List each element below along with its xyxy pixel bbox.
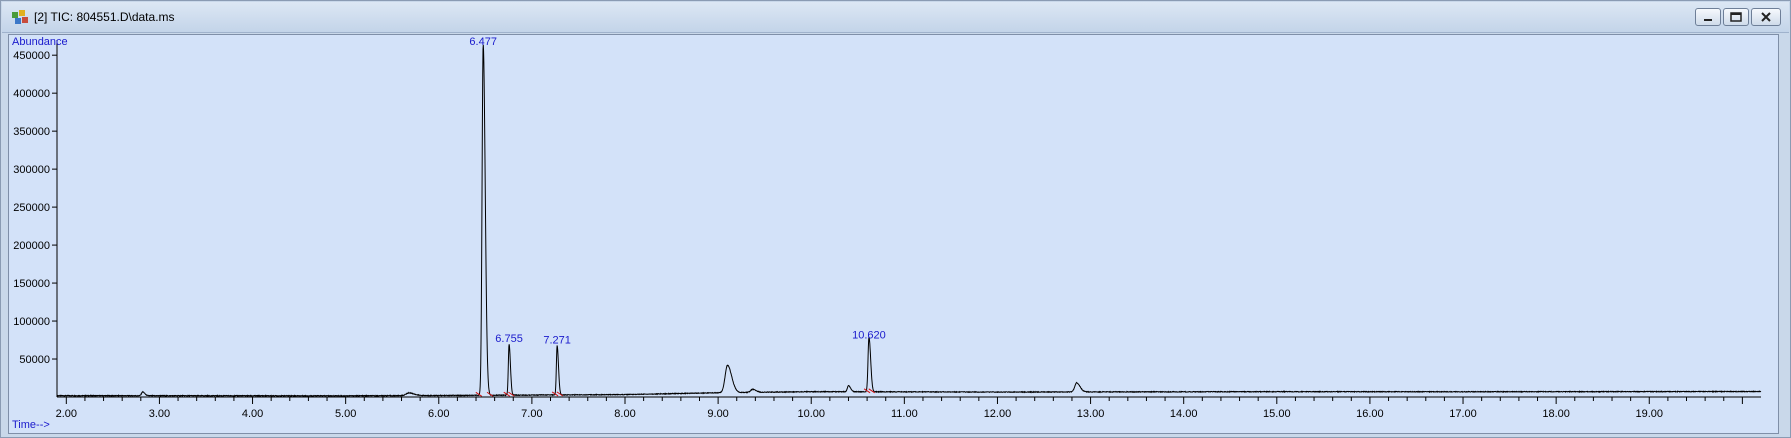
x-tick-label: 8.00 [614,408,635,420]
y-tick-label: 200000 [13,240,50,252]
y-tick-label: 50000 [19,354,50,366]
integration-tick [551,391,559,397]
x-tick-label: 18.00 [1542,408,1570,420]
y-tick-label: 350000 [13,126,50,138]
x-tick-label: 16.00 [1356,408,1384,420]
integration-tick [556,391,564,397]
integration-tick [475,391,483,397]
x-axis: 2.00 3.00 4.00 5.00 6.00 7.00 8.00 9.00 10.00 11.… [56,396,1761,420]
integration-tick [486,391,494,397]
maximize-icon [1730,12,1742,22]
window-controls [1695,8,1781,26]
x-tick-label: 15.00 [1263,408,1291,420]
x-tick-label: 7.00 [521,408,542,420]
close-icon [1761,12,1771,22]
y-axis: 50000 100000 150000 200000 250000 300000 35000… [13,40,58,397]
x-tick-label: 12.00 [984,408,1012,420]
y-tick-label: 250000 [13,202,50,214]
peak-label: 6.477 [469,36,497,48]
y-tick-label: 300000 [13,164,50,176]
y-tick-label: 100000 [13,316,50,328]
title-bar[interactable]: [2] TIC: 804551.D\data.ms [2,2,1789,33]
window-title: [2] TIC: 804551.D\data.ms [34,10,175,24]
integration-tick [503,391,511,397]
integration-marks [475,388,876,397]
peak-label: 6.755 [495,333,523,345]
y-axis-label: Abundance [12,36,68,48]
x-tick-label: 19.00 [1635,408,1663,420]
x-tick-label: 5.00 [335,408,356,420]
integration-tick [868,388,876,394]
chromatogram-plot[interactable]: 50000 100000 150000 200000 250000 300000 35000… [8,34,1779,434]
y-tick-label: 150000 [13,278,50,290]
x-tick-label: 6.00 [428,408,449,420]
y-tick-label: 450000 [13,50,50,62]
peak-label: 10.620 [852,329,886,341]
tic-trace [56,44,1762,398]
x-tick-label: 13.00 [1077,408,1105,420]
x-tick-label: 10.00 [797,408,825,420]
x-tick-label: 14.00 [1170,408,1198,420]
integration-tick [508,391,515,397]
x-axis-label: Time--> [12,419,50,431]
chromatogram-chart: 50000 100000 150000 200000 250000 300000 35000… [12,36,1762,431]
tic-trace-line [56,44,1762,398]
peak-label: 7.271 [543,335,571,347]
x-tick-label: 3.00 [149,408,170,420]
integration-tick [863,388,871,394]
minimize-button[interactable] [1695,8,1721,26]
maximize-button[interactable] [1723,8,1749,26]
peak-labels: 6.477 6.755 7.271 10.620 [469,36,885,347]
chromatogram-app-icon [12,10,28,24]
x-tick-label: 4.00 [242,408,263,420]
x-tick-label: 9.00 [707,408,728,420]
x-tick-label: 17.00 [1449,408,1477,420]
y-tick-label: 400000 [13,88,50,100]
x-tick-label: 2.00 [56,408,77,420]
minimize-icon [1704,19,1712,21]
x-tick-label: 11.00 [891,408,918,420]
close-button[interactable] [1751,8,1781,26]
